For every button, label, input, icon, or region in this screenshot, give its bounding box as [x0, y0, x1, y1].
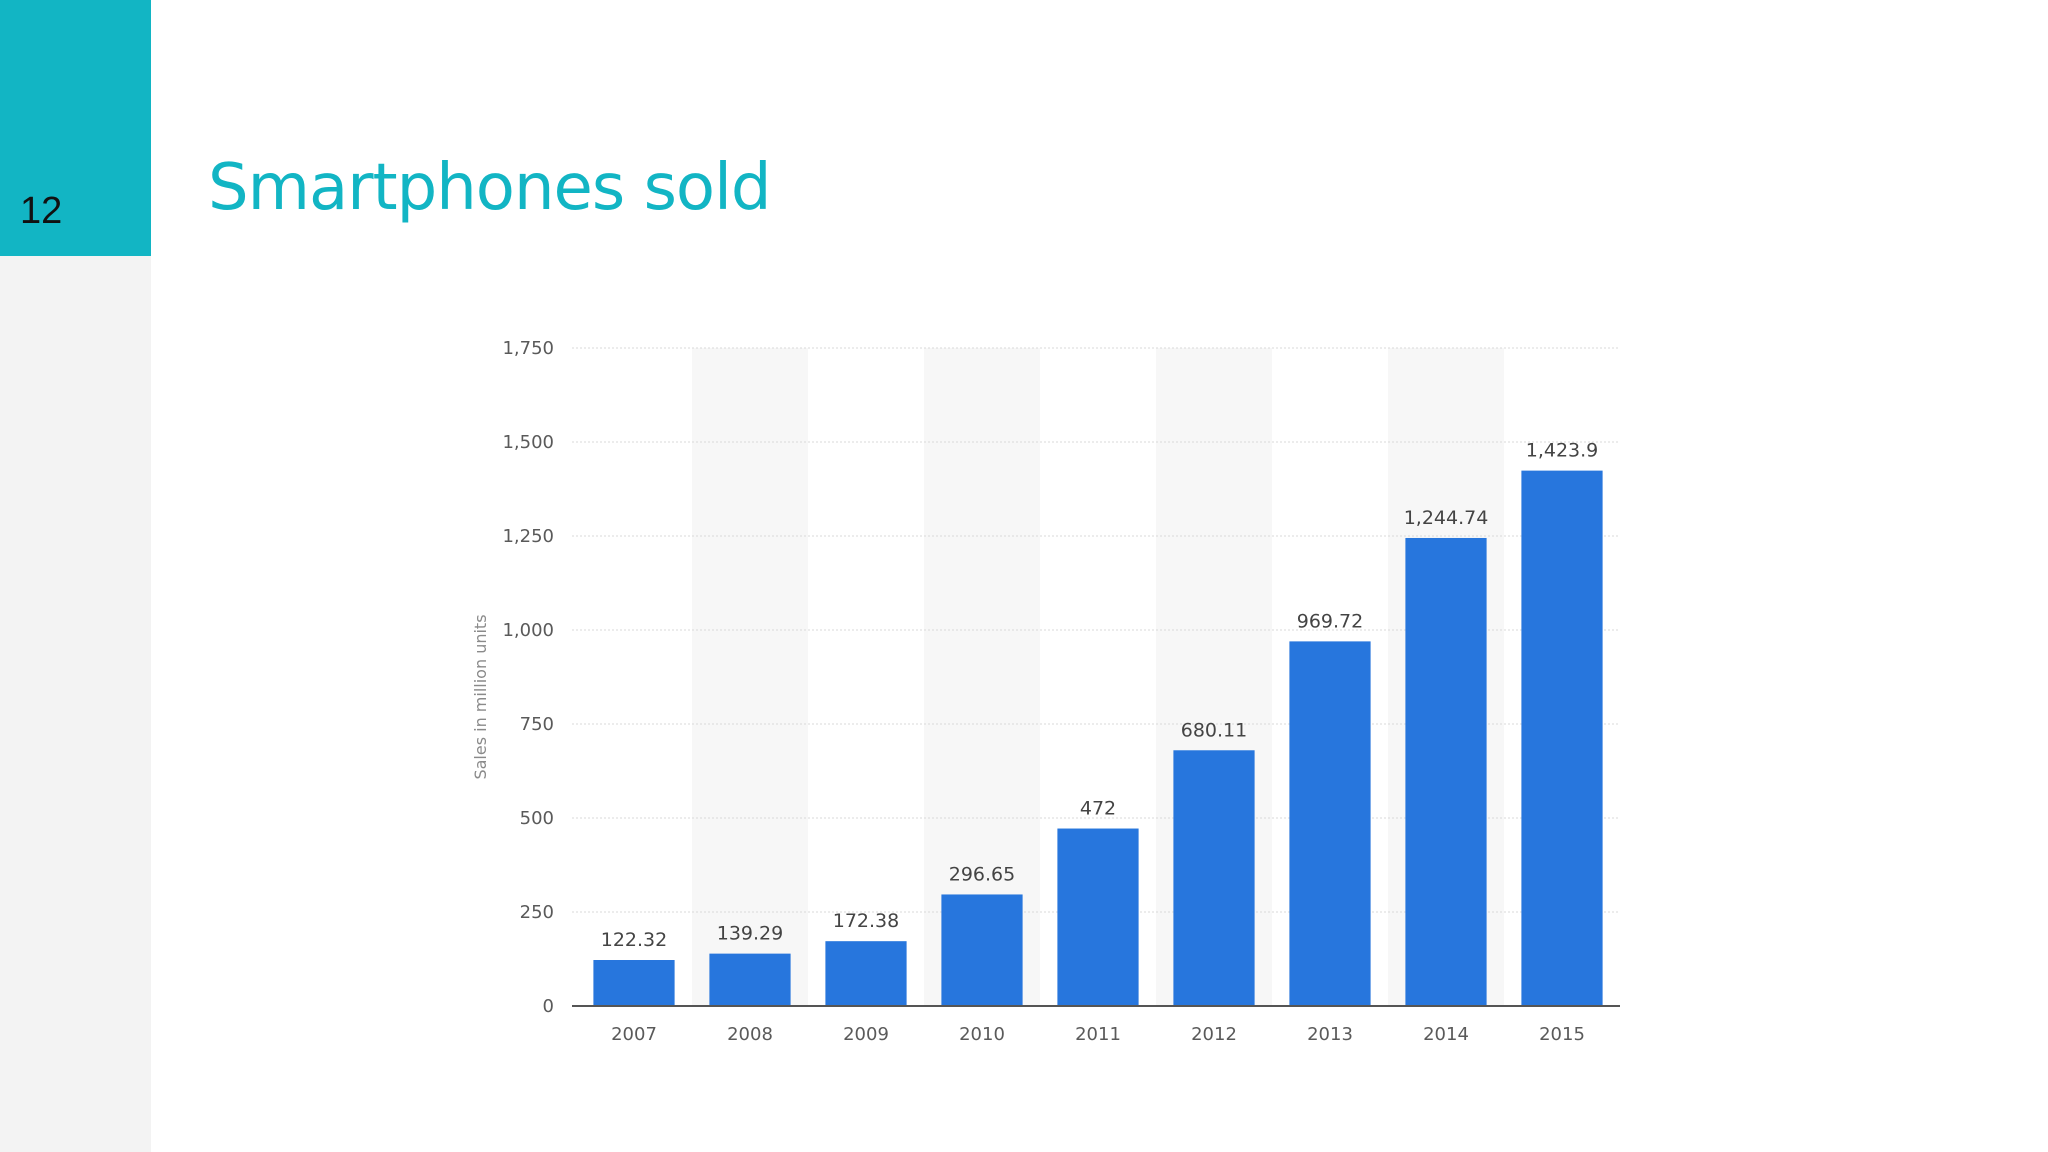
- bar: [1289, 641, 1371, 1006]
- x-tick-label: 2014: [1423, 1024, 1469, 1045]
- x-tick-label: 2009: [843, 1024, 889, 1045]
- bar: [1521, 470, 1603, 1006]
- y-tick-label: 1,000: [502, 620, 554, 641]
- data-label: 296.65: [949, 863, 1015, 885]
- data-label: 139.29: [717, 923, 783, 945]
- y-axis-title: Sales in million units: [471, 614, 490, 779]
- data-label: 680.11: [1181, 719, 1247, 741]
- y-tick-label: 750: [520, 714, 554, 735]
- x-tick-label: 2008: [727, 1024, 773, 1045]
- slide-title: Smartphones sold: [208, 151, 771, 225]
- bar: [1057, 828, 1139, 1006]
- y-tick-label: 500: [520, 808, 554, 829]
- chart-svg: 0 250 500 750 1,000 1,250 1,500 1,750 122.32 2007…: [471, 338, 1620, 1045]
- y-tick-label: 0: [543, 996, 554, 1017]
- bar: [825, 941, 907, 1006]
- slide-number: 12: [20, 190, 63, 232]
- data-label: 472: [1080, 798, 1116, 820]
- y-tick-label: 1,250: [502, 526, 554, 547]
- data-label: 1,244.74: [1404, 507, 1489, 529]
- x-tick-label: 2011: [1075, 1024, 1121, 1045]
- y-tick-label: 1,500: [502, 432, 554, 453]
- background-band: [692, 348, 808, 1006]
- data-label: 1,423.9: [1526, 440, 1599, 462]
- x-tick-label: 2013: [1307, 1024, 1353, 1045]
- x-tick-label: 2015: [1539, 1024, 1585, 1045]
- bar-chart: 0 250 500 750 1,000 1,250 1,500 1,750 122.32 2007…: [460, 320, 1630, 1060]
- data-label: 122.32: [601, 929, 667, 951]
- slide-number-box: 12: [0, 0, 151, 256]
- x-tick-label: 2010: [959, 1024, 1005, 1045]
- bar: [593, 960, 675, 1006]
- x-tick-label: 2007: [611, 1024, 657, 1045]
- data-label: 172.38: [833, 910, 899, 932]
- y-tick-label: 1,750: [502, 338, 554, 359]
- bar: [941, 894, 1023, 1006]
- y-tick-label: 250: [520, 902, 554, 923]
- bar: [1173, 750, 1255, 1006]
- x-tick-label: 2012: [1191, 1024, 1237, 1045]
- data-label: 969.72: [1297, 610, 1363, 632]
- bar: [709, 953, 791, 1006]
- bar: [1405, 537, 1487, 1006]
